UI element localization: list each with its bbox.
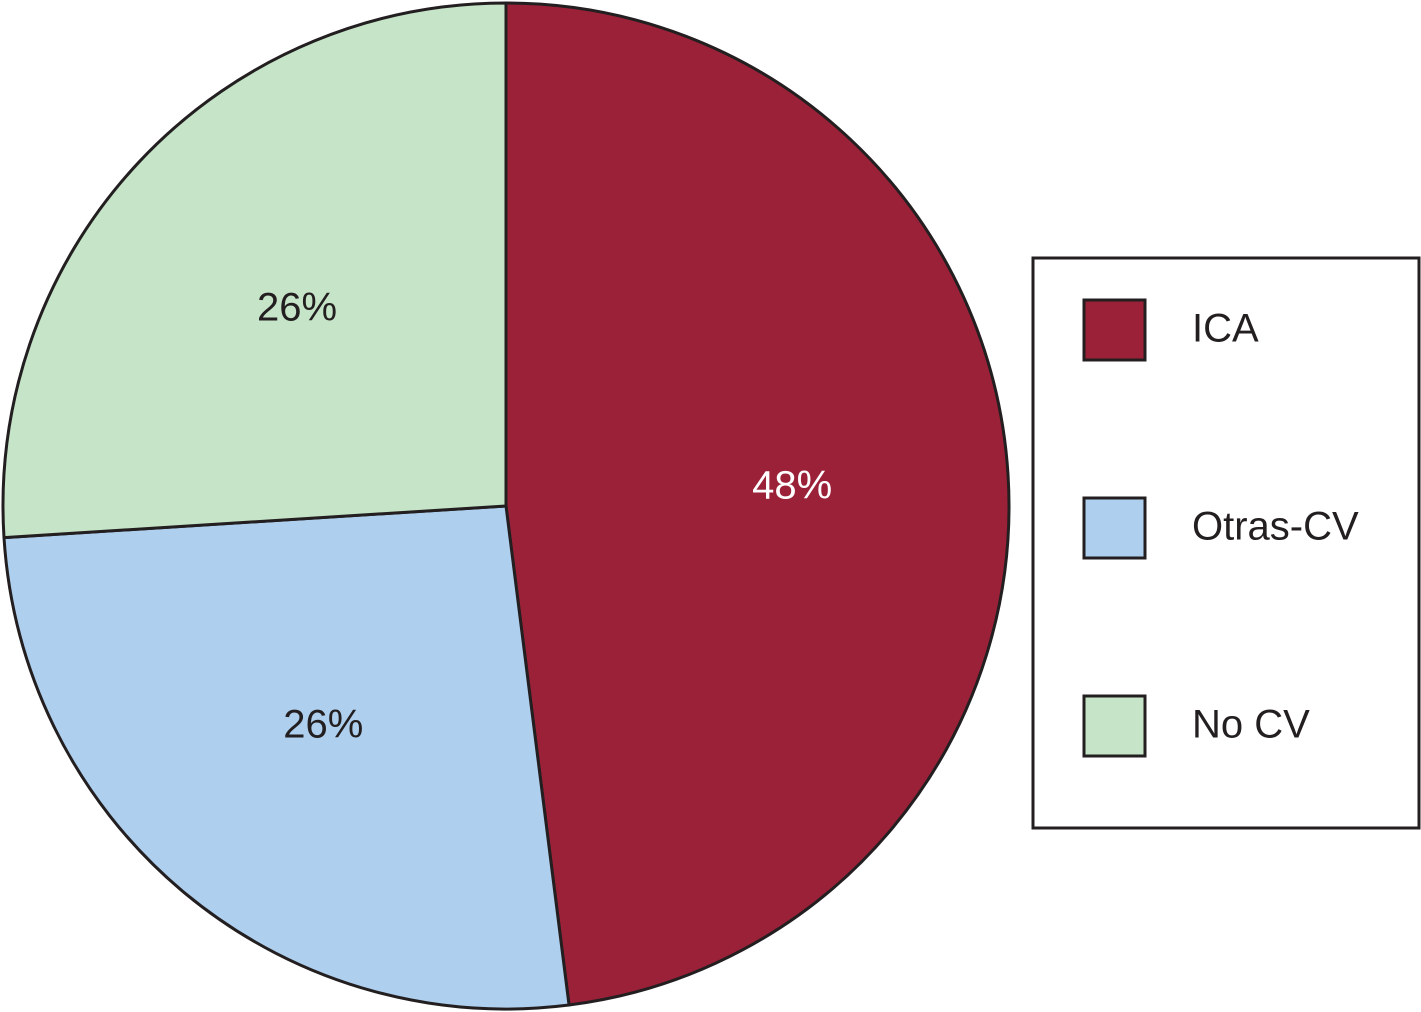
legend-swatch [1082,496,1147,560]
legend-label: ICA [1192,307,1259,351]
value-label: 26% [283,702,363,746]
pie-slice [1,1,508,540]
value-label: 48% [752,464,832,508]
legend-swatch [1082,298,1147,362]
legend-label: Otras-CV [1192,505,1359,549]
legend: ICA Otras-CV No CV [1031,256,1421,830]
value-labels: 48% 26% 26% [257,285,832,746]
legend-swatch [1082,694,1147,758]
pie [1,1,1011,1011]
legend-label: No CV [1192,703,1310,747]
pie-slice [2,504,571,1011]
value-label: 26% [257,285,337,329]
pie-slice [504,1,1011,1007]
